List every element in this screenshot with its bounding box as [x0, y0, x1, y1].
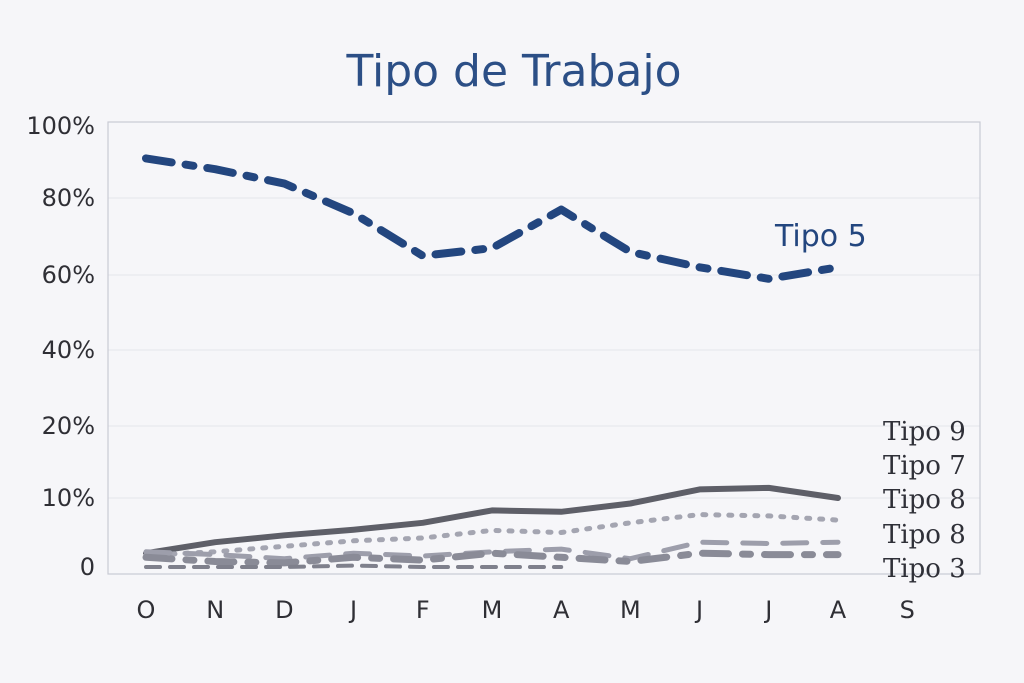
y-axis: 0 10% 20% 40% 60% 80% 100%	[26, 112, 95, 581]
series-label: Tipo 3	[883, 554, 966, 584]
series-label: Tipo 8	[883, 485, 966, 515]
x-tick-label: M	[620, 596, 641, 624]
x-tick-label: N	[206, 596, 224, 624]
legend: Tipo 5 Tipo 9 Tipo 7 Tipo 8 Tipo 8 Tipo 3	[774, 219, 966, 584]
x-tick-label: S	[900, 596, 915, 624]
chart-title: Tipo de Trabajo	[345, 46, 681, 97]
y-tick-label: 20%	[42, 412, 95, 440]
series-line-tipo-8	[142, 549, 842, 567]
x-tick-label: A	[553, 596, 570, 624]
series-line-tipo-9	[143, 484, 841, 557]
series-line-tipo-7	[143, 512, 841, 558]
y-tick-label: 60%	[42, 261, 95, 289]
x-tick-label: J	[763, 596, 772, 624]
y-tick-label: 40%	[42, 336, 95, 364]
series-group	[142, 154, 842, 569]
x-tick-label: J	[348, 596, 357, 624]
series-label: Tipo 9	[883, 417, 966, 447]
series-label: Tipo 8	[883, 520, 966, 550]
y-tick-label: 80%	[42, 184, 95, 212]
series-line-tipo-5	[142, 154, 842, 283]
y-tick-label: 10%	[42, 484, 95, 512]
y-tick-label: 100%	[26, 112, 95, 140]
x-tick-label: F	[416, 596, 430, 624]
plot-frame	[107, 121, 981, 575]
series-label: Tipo 7	[883, 451, 966, 481]
x-tick-label: J	[694, 596, 703, 624]
x-tick-label: M	[482, 596, 503, 624]
x-tick-label: O	[137, 596, 156, 624]
y-tick-label: 0	[80, 553, 95, 581]
series-line-tipo-8	[143, 539, 841, 562]
x-tick-label: A	[830, 596, 847, 624]
series-line-tipo-3	[144, 563, 564, 569]
series-label: Tipo 5	[774, 219, 867, 254]
x-tick-label: D	[275, 596, 293, 624]
